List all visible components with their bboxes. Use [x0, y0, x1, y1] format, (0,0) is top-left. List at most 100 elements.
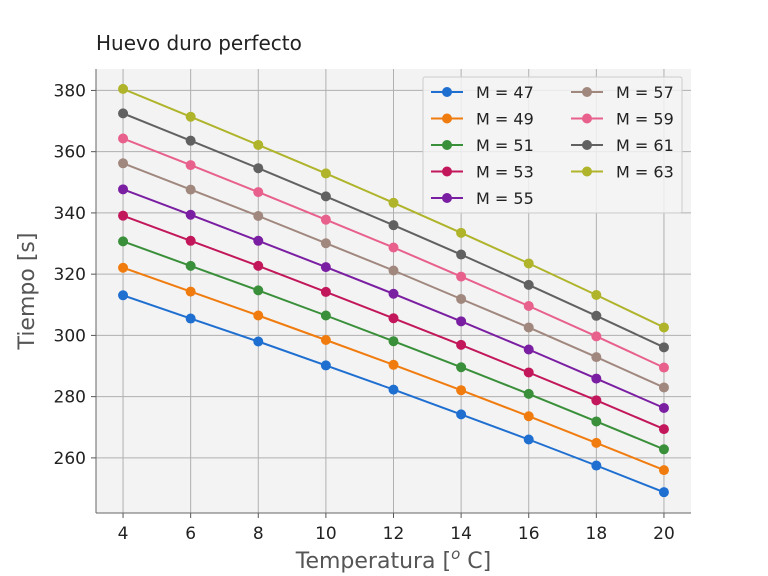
series-group [118, 83, 669, 498]
data-point [253, 163, 264, 174]
data-point [658, 342, 669, 353]
series-m=63 [118, 83, 669, 333]
legend-swatch-marker [442, 87, 452, 97]
data-point [253, 235, 264, 246]
legend-item: M = 63 [571, 163, 674, 182]
series-m=49 [118, 262, 669, 476]
data-point [253, 336, 264, 347]
data-point [118, 133, 129, 144]
data-point [388, 336, 399, 347]
legend-swatch-marker [582, 166, 592, 177]
data-point [523, 279, 534, 290]
y-tick-label: 320 [54, 265, 86, 285]
legend-swatch-marker [442, 113, 452, 124]
data-point [591, 395, 602, 406]
data-point [253, 187, 264, 198]
data-point [523, 411, 534, 422]
data-point [456, 293, 467, 304]
data-point [185, 235, 196, 246]
data-point [320, 360, 331, 371]
data-point [320, 238, 331, 249]
series-m=51 [118, 236, 669, 455]
data-point [253, 285, 264, 296]
legend: M = 47 M = 49 M = 51 M = 53 M = 55 M = 57 M = … [422, 76, 683, 214]
data-point [456, 271, 467, 282]
data-point [456, 227, 467, 238]
data-point [320, 191, 331, 202]
data-point [320, 262, 331, 273]
y-tick-label: 360 [54, 143, 86, 163]
legend-label: M = 55 [476, 189, 534, 208]
x-tick-label: 20 [653, 524, 675, 544]
data-point [118, 184, 129, 195]
data-point [388, 288, 399, 299]
data-point [253, 260, 264, 271]
series-m=59 [118, 133, 669, 373]
legend-label: M = 59 [616, 110, 674, 129]
y-tick-label: 380 [54, 81, 86, 101]
data-point [388, 197, 399, 208]
data-point [523, 301, 534, 312]
series-m=47 [118, 290, 669, 498]
x-tick-label: 4 [118, 524, 129, 544]
data-point [253, 210, 264, 221]
data-point [591, 416, 602, 427]
chart-title: Huevo duro perfecto [96, 31, 302, 55]
data-point [456, 249, 467, 260]
legend-label: M = 57 [616, 83, 674, 102]
data-point [658, 382, 669, 393]
data-point [185, 184, 196, 195]
legend-label: M = 63 [616, 163, 674, 182]
x-tick-label: 12 [383, 524, 405, 544]
data-point [591, 373, 602, 384]
legend-item: M = 51 [431, 136, 534, 155]
data-point [523, 258, 534, 269]
data-point [320, 168, 331, 179]
data-point [658, 444, 669, 455]
data-point [320, 286, 331, 297]
series-m=61 [118, 108, 669, 353]
legend-swatch-marker [442, 166, 452, 177]
data-point [253, 310, 264, 321]
data-point [118, 290, 129, 301]
legend-label: M = 51 [476, 136, 534, 155]
x-tick-label: 10 [315, 524, 337, 544]
legend-box [422, 76, 683, 214]
legend-item: M = 61 [571, 136, 674, 155]
data-point [185, 135, 196, 146]
data-point [118, 108, 129, 119]
data-point [320, 334, 331, 345]
x-tick-label: 6 [185, 524, 196, 544]
data-point [456, 316, 467, 327]
legend-swatch-marker [442, 140, 452, 150]
data-point [658, 322, 669, 333]
data-point [185, 209, 196, 220]
data-point [658, 362, 669, 373]
y-tick-label: 300 [54, 326, 86, 346]
legend-label: M = 47 [476, 83, 534, 102]
legend-item: M = 57 [571, 83, 674, 102]
legend-swatch-marker [582, 113, 592, 124]
data-point [658, 402, 669, 413]
data-point [118, 262, 129, 273]
data-point [591, 460, 602, 471]
x-axis-label: Temperatura [o C] [295, 545, 492, 574]
data-point [185, 111, 196, 122]
data-point [523, 388, 534, 399]
data-point [185, 313, 196, 324]
data-point [591, 437, 602, 448]
data-point [523, 367, 534, 378]
data-point [523, 344, 534, 355]
legend-label: M = 53 [476, 163, 534, 182]
data-point [185, 260, 196, 271]
data-point [388, 265, 399, 276]
legend-item: M = 53 [431, 163, 534, 182]
data-point [591, 352, 602, 363]
data-point [456, 409, 467, 420]
data-point [388, 220, 399, 231]
legend-swatch-marker [582, 140, 592, 150]
data-point [523, 434, 534, 445]
data-point [456, 362, 467, 373]
legend-item: M = 47 [431, 83, 534, 102]
